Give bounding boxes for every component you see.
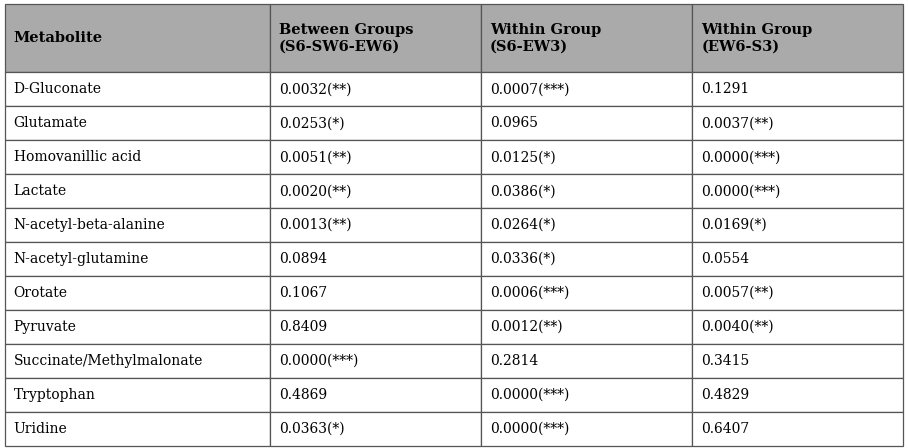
Text: 0.0965: 0.0965 [490, 116, 538, 130]
Text: 0.0000(***): 0.0000(***) [490, 388, 569, 402]
Text: Succinate/Methylmalonate: Succinate/Methylmalonate [14, 354, 203, 368]
Bar [692, 106, 903, 140]
Text: 0.0000(***): 0.0000(***) [279, 354, 358, 368]
Text: Orotate: Orotate [14, 286, 67, 300]
Text: 0.0012(**): 0.0012(**) [490, 320, 563, 334]
Bar [481, 73, 692, 106]
Bar [270, 378, 481, 412]
Bar [481, 412, 692, 446]
Bar [5, 344, 270, 378]
Bar [692, 140, 903, 174]
Bar [692, 174, 903, 208]
Bar [5, 174, 270, 208]
Text: Tryptophan: Tryptophan [14, 388, 95, 402]
Text: Homovanillic acid: Homovanillic acid [14, 150, 141, 164]
Bar [5, 378, 270, 412]
Bar [692, 276, 903, 310]
Bar [692, 412, 903, 446]
Bar [5, 140, 270, 174]
Bar [692, 310, 903, 344]
Text: 0.0386(*): 0.0386(*) [490, 184, 556, 198]
Text: 0.0013(**): 0.0013(**) [279, 218, 351, 232]
Text: D-Gluconate: D-Gluconate [14, 82, 102, 96]
Bar [481, 106, 692, 140]
Bar [5, 4, 270, 73]
Text: 0.4829: 0.4829 [701, 388, 749, 402]
Bar [270, 344, 481, 378]
Bar [692, 242, 903, 276]
Text: 0.0253(*): 0.0253(*) [279, 116, 344, 130]
Text: 0.0264(*): 0.0264(*) [490, 218, 556, 232]
Text: 0.0894: 0.0894 [279, 252, 327, 266]
Text: 0.0336(*): 0.0336(*) [490, 252, 556, 266]
Bar [481, 4, 692, 73]
Bar [481, 242, 692, 276]
Bar [270, 242, 481, 276]
Text: 0.1291: 0.1291 [701, 82, 749, 96]
Bar [481, 344, 692, 378]
Text: 0.0032(**): 0.0032(**) [279, 82, 351, 96]
Text: Uridine: Uridine [14, 422, 67, 436]
Text: 0.0000(***): 0.0000(***) [490, 422, 569, 436]
Text: 0.0040(**): 0.0040(**) [701, 320, 774, 334]
Bar [481, 310, 692, 344]
Text: 0.8409: 0.8409 [279, 320, 327, 334]
Bar [5, 242, 270, 276]
Text: Metabolite: Metabolite [14, 31, 103, 45]
Bar [5, 310, 270, 344]
Text: 0.0125(*): 0.0125(*) [490, 150, 556, 164]
Text: 0.0006(***): 0.0006(***) [490, 286, 569, 300]
Text: 0.0000(***): 0.0000(***) [701, 184, 781, 198]
Text: 0.0051(**): 0.0051(**) [279, 150, 351, 164]
Bar [481, 208, 692, 242]
Text: 0.0007(***): 0.0007(***) [490, 82, 569, 96]
Text: 0.2814: 0.2814 [490, 354, 538, 368]
Text: 0.1067: 0.1067 [279, 286, 327, 300]
Bar [5, 73, 270, 106]
Text: 0.0057(**): 0.0057(**) [701, 286, 774, 300]
Text: Between Groups
(S6-SW6-EW6): Between Groups (S6-SW6-EW6) [279, 23, 413, 54]
Bar [270, 208, 481, 242]
Text: Glutamate: Glutamate [14, 116, 87, 130]
Bar [270, 73, 481, 106]
Text: 0.0000(***): 0.0000(***) [701, 150, 781, 164]
Bar [692, 208, 903, 242]
Bar [481, 276, 692, 310]
Bar [5, 106, 270, 140]
Text: Lactate: Lactate [14, 184, 67, 198]
Text: 0.0169(*): 0.0169(*) [701, 218, 767, 232]
Bar [270, 276, 481, 310]
Text: 0.0037(**): 0.0037(**) [701, 116, 774, 130]
Bar [5, 208, 270, 242]
Text: 0.4869: 0.4869 [279, 388, 327, 402]
Bar [270, 4, 481, 73]
Bar [692, 344, 903, 378]
Bar [481, 378, 692, 412]
Text: 0.6407: 0.6407 [701, 422, 749, 436]
Bar [270, 310, 481, 344]
Bar [481, 140, 692, 174]
Text: 0.3415: 0.3415 [701, 354, 749, 368]
Text: N-acetyl-glutamine: N-acetyl-glutamine [14, 252, 149, 266]
Bar [270, 174, 481, 208]
Bar [5, 412, 270, 446]
Bar [270, 412, 481, 446]
Text: 0.0020(**): 0.0020(**) [279, 184, 351, 198]
Text: Within Group
(S6-EW3): Within Group (S6-EW3) [490, 23, 601, 54]
Text: Pyruvate: Pyruvate [14, 320, 76, 334]
Bar [692, 378, 903, 412]
Bar [270, 140, 481, 174]
Bar [692, 73, 903, 106]
Text: Within Group
(EW6-S3): Within Group (EW6-S3) [701, 23, 813, 54]
Text: 0.0554: 0.0554 [701, 252, 749, 266]
Bar [692, 4, 903, 73]
Text: N-acetyl-beta-alanine: N-acetyl-beta-alanine [14, 218, 165, 232]
Bar [5, 276, 270, 310]
Text: 0.0363(*): 0.0363(*) [279, 422, 344, 436]
Bar [270, 106, 481, 140]
Bar [481, 174, 692, 208]
